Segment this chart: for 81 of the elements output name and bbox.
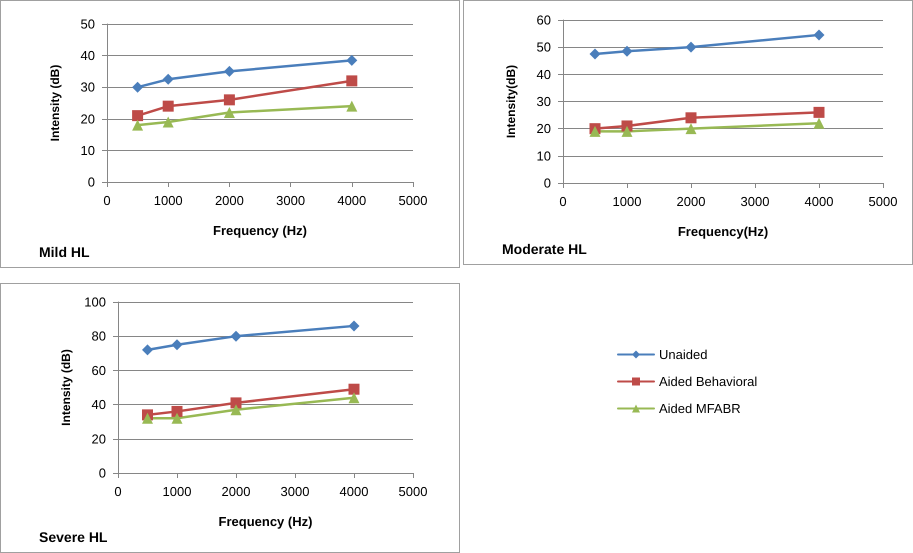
y-tick-label: 80 (92, 328, 106, 344)
y-tick-label: 60 (92, 362, 106, 378)
legend-label: Aided Behavioral (659, 374, 758, 389)
point (142, 412, 153, 424)
point (814, 118, 824, 129)
point (172, 412, 182, 424)
point (172, 406, 182, 417)
y-tick-label: 20 (536, 121, 551, 136)
x-tick-label: 1000 (154, 193, 183, 208)
point (142, 344, 153, 356)
text: Severe HL (39, 529, 108, 545)
point (132, 110, 144, 122)
y-tick-label: 40 (92, 397, 106, 412)
point (590, 126, 600, 137)
x-tick-label: 4000 (340, 484, 368, 499)
y-tick-label: 60 (536, 12, 551, 28)
x-axis-title: Frequency (Hz) (218, 514, 312, 529)
y-tick-label: 20 (80, 111, 95, 126)
point (224, 106, 235, 118)
x-tick-label: 3000 (276, 193, 306, 208)
point (162, 116, 174, 128)
x-axis-title: Frequency(Hz) (678, 224, 768, 239)
point (622, 46, 632, 57)
point (348, 320, 360, 332)
x-tick-label: 4000 (804, 194, 834, 209)
legend-label: Unaided (659, 347, 708, 362)
y-tick-label: 30 (536, 94, 551, 109)
point (224, 66, 235, 77)
x-tick-label: 5000 (398, 484, 428, 499)
text: Mild HL (39, 244, 90, 260)
text: Moderate HL (502, 241, 588, 257)
point (814, 106, 824, 118)
x-tick-label: 1000 (162, 484, 192, 499)
x-tick-label: 3000 (740, 194, 770, 209)
x-tick-label: 5000 (398, 193, 428, 208)
point (686, 123, 696, 134)
point (348, 384, 360, 395)
y-tick-label: 0 (98, 466, 106, 480)
point (132, 120, 144, 131)
point (622, 126, 632, 137)
point (348, 392, 360, 404)
x-tick-label: 0 (559, 194, 567, 209)
point (162, 100, 174, 112)
point (172, 339, 182, 350)
y-tick-label: 50 (536, 40, 551, 55)
y-tick-label: 10 (80, 142, 95, 158)
y-tick-label: 30 (80, 80, 95, 95)
x-tick-label: 1000 (612, 194, 642, 209)
y-tick-label: 0 (544, 176, 551, 190)
x-tick-label: 2000 (676, 194, 706, 209)
point (814, 29, 824, 40)
point (162, 74, 174, 85)
point (230, 404, 242, 416)
point (346, 75, 358, 86)
y-tick-label: 40 (536, 66, 551, 82)
y-tick-label: 10 (536, 148, 551, 164)
y-axis-title: Intensity (dB) (48, 64, 62, 142)
y-tick-label: 100 (84, 294, 106, 310)
point (230, 397, 242, 408)
y-tick-label: 40 (80, 48, 95, 64)
y-axis-title: Intensity (dB) (59, 349, 73, 426)
x-tick-label: 2000 (214, 193, 244, 208)
x-tick-label: 2000 (222, 484, 250, 499)
x-tick-label: 5000 (868, 194, 898, 209)
y-tick-label: 0 (88, 174, 95, 190)
x-tick-label: 0 (114, 484, 122, 499)
point (686, 42, 696, 53)
y-tick-label: 50 (80, 16, 95, 32)
point (224, 94, 235, 106)
point (346, 54, 358, 66)
x-axis-title: Frequency (Hz) (213, 223, 307, 238)
x-tick-label: 3000 (280, 484, 310, 499)
point (230, 330, 242, 342)
point (686, 112, 696, 124)
point (590, 48, 600, 60)
y-axis-title: Intensity(dB) (504, 64, 518, 138)
y-tick-label: 20 (92, 431, 106, 446)
legend-label: Aided MFABR (659, 401, 741, 416)
x-tick-label: 4000 (337, 193, 366, 208)
point (132, 82, 144, 93)
point (346, 100, 358, 112)
